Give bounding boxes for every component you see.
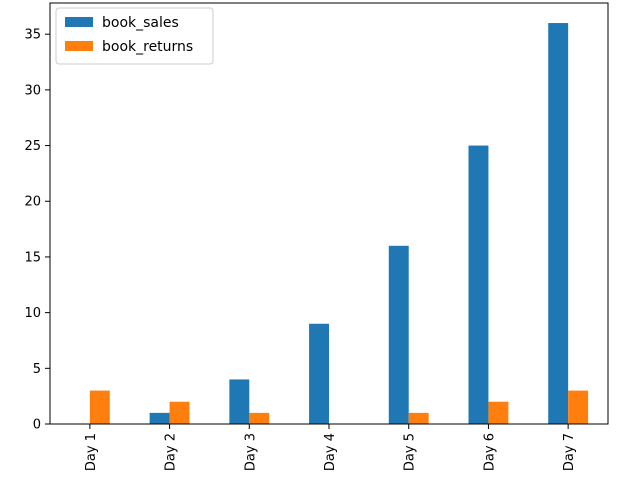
y-tick-label: 0	[33, 418, 41, 433]
bar-book_returns-6	[488, 401, 509, 424]
x-tick-label: Day 1	[84, 433, 99, 471]
x-tick-label: Day 2	[164, 433, 179, 471]
bar-book_returns-2	[169, 401, 190, 424]
bar-book_returns-7	[568, 390, 589, 424]
y-tick-label: 5	[33, 362, 41, 377]
plot-frame	[49, 2, 609, 425]
y-tick-label: 35	[24, 28, 41, 43]
bar-book_sales-4	[309, 323, 329, 424]
bar-book_returns-3	[249, 412, 270, 424]
y-tick-label: 30	[24, 83, 41, 98]
legend-swatch-book_returns	[65, 41, 93, 51]
bar-book_sales-3	[229, 379, 250, 424]
x-tick-label: Day 3	[243, 433, 258, 471]
x-axis: Day 1 Day 2 Day 3 Day 4 Day 5 Day 6 Day 7	[84, 424, 577, 471]
bar-book_sales-2	[149, 412, 170, 424]
y-tick-label: 15	[24, 250, 41, 265]
y-tick-label: 25	[24, 139, 41, 154]
bar-book_returns-5	[408, 412, 429, 424]
bar-book_sales-7	[548, 23, 569, 425]
bar-book_returns-1	[89, 390, 110, 424]
bar-book_sales-5	[388, 245, 409, 424]
y-tick-label: 10	[24, 306, 41, 321]
y-tick-label: 20	[24, 195, 41, 210]
x-tick-label: Day 5	[403, 433, 418, 471]
legend: book_sales book_returns	[55, 7, 214, 65]
y-axis: 0 5 10 15 20 25 30 35	[24, 28, 50, 433]
x-tick-label: Day 6	[482, 433, 497, 471]
bars-group	[89, 23, 589, 425]
x-tick-label: Day 7	[562, 433, 577, 471]
x-tick-label: Day 4	[323, 433, 338, 471]
legend-label-book_returns: book_returns	[102, 39, 193, 55]
legend-box	[55, 7, 214, 65]
legend-swatch-book_sales	[65, 17, 93, 27]
legend-label-book_sales: book_sales	[102, 15, 179, 31]
bar-book_sales-6	[468, 145, 489, 424]
